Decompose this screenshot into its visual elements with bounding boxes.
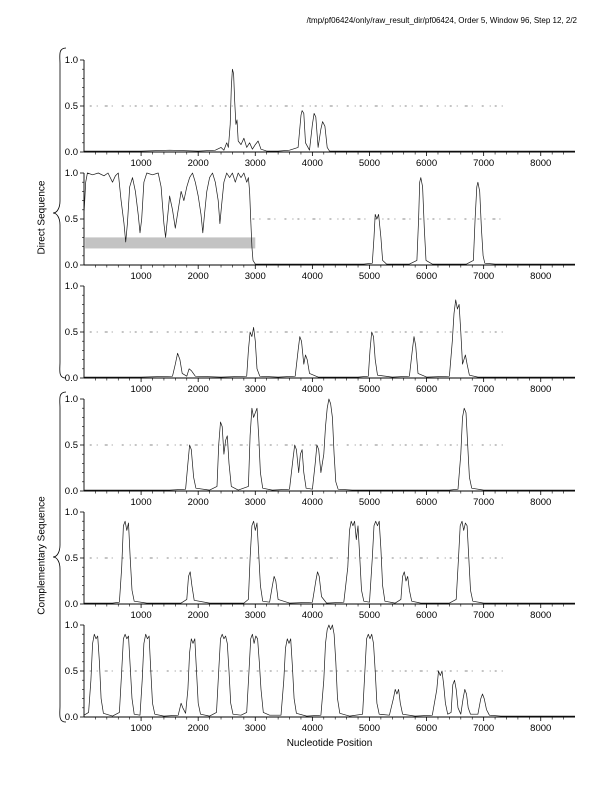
y-tick-label: 1.0 xyxy=(65,507,78,518)
x-tick-label: 4000 xyxy=(302,271,323,282)
x-tick-label: 4000 xyxy=(302,723,323,734)
x-tick-label: 5000 xyxy=(359,271,380,282)
x-tick-label: 7000 xyxy=(473,723,494,734)
x-tick-label: 7000 xyxy=(473,497,494,508)
x-tick-label: 8000 xyxy=(530,158,551,169)
y-tick-label: 0.0 xyxy=(65,712,78,723)
y-tick-label: 1.0 xyxy=(65,394,78,405)
x-tick-label: 3000 xyxy=(245,158,266,169)
x-tick-label: 4000 xyxy=(302,384,323,395)
y-tick-label: 0.5 xyxy=(65,440,78,451)
x-tick-label: 7000 xyxy=(473,158,494,169)
y-tick-label: 1.0 xyxy=(65,620,78,631)
x-tick-label: 2000 xyxy=(188,610,209,621)
y-tick-label: 0.0 xyxy=(65,373,78,384)
x-tick-label: 6000 xyxy=(416,497,437,508)
y-tick-label: 0.5 xyxy=(65,327,78,338)
y-tick-label: 0.0 xyxy=(65,147,78,158)
x-tick-label: 3000 xyxy=(245,610,266,621)
coding-potential-curve xyxy=(84,398,575,491)
y-tick-label: 1.0 xyxy=(65,168,78,179)
x-tick-label: 1000 xyxy=(131,271,152,282)
x-tick-label: 3000 xyxy=(245,497,266,508)
x-tick-label: 2000 xyxy=(188,723,209,734)
x-tick-label: 5000 xyxy=(359,384,380,395)
x-tick-label: 6000 xyxy=(416,384,437,395)
x-tick-label: 6000 xyxy=(416,610,437,621)
coding-potential-curve xyxy=(84,299,575,378)
y-tick-label: 0.5 xyxy=(65,553,78,564)
x-tick-label: 3000 xyxy=(245,384,266,395)
x-tick-label: 5000 xyxy=(359,158,380,169)
y-tick-label: 1.0 xyxy=(65,281,78,292)
x-tick-label: 3000 xyxy=(245,723,266,734)
x-tick-label: 8000 xyxy=(530,384,551,395)
x-tick-label: 3000 xyxy=(245,271,266,282)
x-tick-label: 6000 xyxy=(416,723,437,734)
x-tick-label: 2000 xyxy=(188,271,209,282)
x-tick-label: 8000 xyxy=(530,723,551,734)
x-tick-label: 8000 xyxy=(530,497,551,508)
x-tick-label: 1000 xyxy=(131,158,152,169)
coding-potential-curve xyxy=(83,624,575,717)
x-tick-label: 4000 xyxy=(302,158,323,169)
y-tick-label: 0.0 xyxy=(65,486,78,497)
x-tick-label: 1000 xyxy=(131,384,152,395)
panel-complementary-3: 1.0 0.5 0.0 1000 2000 3000 4000 5000 6000 7000 800… xyxy=(65,620,575,734)
x-tick-label: 5000 xyxy=(359,497,380,508)
x-axis-label: Nucleotide Position xyxy=(286,738,373,749)
panel-direct-2: 1.0 0.5 0.0 1000 2000 3000 4000 5000 6000 7000 800… xyxy=(65,168,575,282)
panel-complementary-2: 1.0 0.5 0.0 1000 2000 3000 4000 5000 6000 7000 800… xyxy=(65,507,575,621)
highlight-band xyxy=(85,237,256,249)
x-tick-label: 2000 xyxy=(188,497,209,508)
x-tick-label: 8000 xyxy=(530,610,551,621)
x-tick-label: 4000 xyxy=(302,497,323,508)
x-tick-label: 1000 xyxy=(131,497,152,508)
direct-group-brace xyxy=(52,47,67,379)
panel-direct-1: 1.0 0.5 0.0 1000 2000 3000 4000 5000 6000 7000 800… xyxy=(65,55,575,169)
x-tick-label: 5000 xyxy=(359,610,380,621)
x-tick-label: 7000 xyxy=(473,384,494,395)
y-tick-label: 1.0 xyxy=(65,55,78,66)
x-tick-label: 6000 xyxy=(416,158,437,169)
y-tick-label: 0.5 xyxy=(65,101,78,112)
x-tick-label: 1000 xyxy=(131,723,152,734)
x-tick-label: 5000 xyxy=(359,723,380,734)
plot-title: /tmp/pf06424/only/raw_result_dir/pf06424… xyxy=(306,16,577,25)
x-tick-label: 7000 xyxy=(473,271,494,282)
y-tick-label: 0.0 xyxy=(65,260,78,271)
x-tick-label: 7000 xyxy=(473,610,494,621)
panel-direct-3: 1.0 0.5 0.0 1000 2000 3000 4000 5000 6000 7000 800… xyxy=(65,281,575,395)
coding-potential-curve xyxy=(84,68,575,152)
coding-potential-curve xyxy=(83,172,575,265)
y-tick-label: 0.5 xyxy=(65,666,78,677)
x-tick-label: 8000 xyxy=(530,271,551,282)
x-tick-label: 1000 xyxy=(131,610,152,621)
x-tick-label: 4000 xyxy=(302,610,323,621)
x-tick-label: 2000 xyxy=(188,384,209,395)
complementary-group-brace xyxy=(52,391,67,723)
x-tick-label: 2000 xyxy=(188,158,209,169)
panel-complementary-1: 1.0 0.5 0.0 1000 2000 3000 4000 5000 6000 7000 800… xyxy=(65,394,575,508)
x-tick-label: 6000 xyxy=(416,271,437,282)
y-tick-label: 0.0 xyxy=(65,599,78,610)
y-tick-label: 0.5 xyxy=(65,214,78,225)
coding-potential-curve xyxy=(84,520,575,604)
